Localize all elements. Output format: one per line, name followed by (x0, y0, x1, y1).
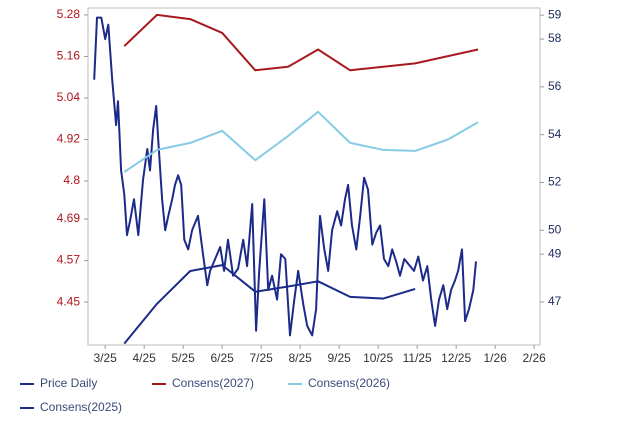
legend-label: Consens(2026) (308, 376, 390, 390)
y-tick-label: 4.92 (57, 132, 81, 146)
y2-tick-label: 58 (548, 31, 562, 45)
y-tick-label: 5.16 (57, 49, 81, 63)
x-tick-label: 8/25 (288, 351, 312, 365)
legend-label: Price Daily (40, 376, 97, 390)
x-tick-label: 10/25 (363, 351, 393, 365)
x-tick-label: 3/25 (93, 351, 117, 365)
y2-tick-label: 59 (548, 7, 562, 21)
x-tick-label: 5/25 (171, 351, 195, 365)
y2-tick-label: 54 (548, 127, 562, 141)
y-tick-label: 4.45 (57, 294, 81, 308)
legend-label: Consens(2027) (172, 376, 254, 390)
legend-label: Consens(2025) (40, 400, 122, 414)
y2-tick-label: 50 (548, 222, 562, 236)
x-tick-label: 11/25 (403, 351, 432, 365)
x-tick-label: 4/25 (132, 351, 156, 365)
y-tick-label: 4.57 (57, 253, 81, 267)
x-tick-label: 1/26 (483, 351, 507, 365)
y2-tick-label: 56 (548, 79, 562, 93)
y2-tick-label: 52 (548, 175, 562, 189)
y-tick-label: 5.04 (57, 90, 81, 104)
y-tick-label: 4.69 (57, 211, 81, 225)
x-tick-label: 9/25 (327, 351, 351, 365)
x-tick-label: 6/25 (210, 351, 234, 365)
series-line (123, 264, 416, 345)
x-tick-label: 2/26 (522, 351, 546, 365)
series-line (123, 110, 479, 173)
x-tick-label: 12/25 (441, 351, 471, 365)
y2-tick-label: 47 (548, 294, 562, 308)
series-line (123, 13, 479, 72)
y-tick-label: 4.8 (63, 173, 80, 187)
series-line (93, 16, 477, 337)
x-tick-label: 7/25 (249, 351, 273, 365)
y2-tick-label: 49 (548, 246, 562, 260)
y-tick-label: 5.28 (57, 7, 81, 21)
